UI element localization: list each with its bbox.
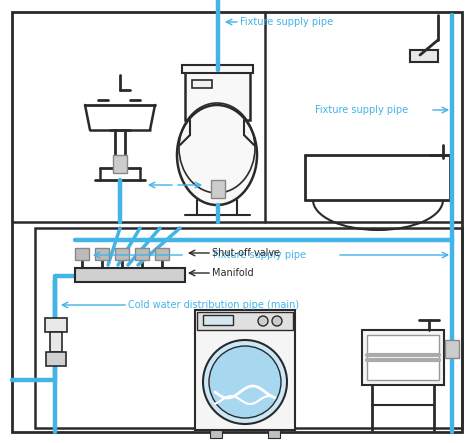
Bar — [115, 248, 129, 260]
Bar — [197, 312, 293, 330]
Circle shape — [209, 346, 281, 418]
Bar — [211, 180, 225, 198]
Bar — [362, 330, 444, 385]
Circle shape — [258, 316, 268, 326]
Bar — [135, 248, 149, 260]
Text: Shut-off valve: Shut-off valve — [212, 248, 280, 258]
Bar — [367, 335, 439, 380]
Bar — [113, 155, 127, 173]
Bar — [45, 318, 67, 332]
Text: Cold water distribution pipe (main): Cold water distribution pipe (main) — [128, 300, 299, 310]
Text: Fixture supply pipe: Fixture supply pipe — [213, 250, 307, 260]
Bar — [95, 248, 109, 260]
Bar — [75, 248, 89, 260]
Bar — [445, 340, 459, 358]
Bar — [155, 248, 169, 260]
Bar — [192, 80, 212, 88]
Bar — [182, 65, 253, 73]
Text: Fixture supply pipe: Fixture supply pipe — [315, 105, 408, 115]
Text: Manifold: Manifold — [212, 268, 254, 278]
Bar — [203, 315, 233, 325]
Bar — [210, 430, 222, 438]
Ellipse shape — [177, 105, 257, 205]
Bar — [195, 310, 295, 430]
Circle shape — [272, 316, 282, 326]
Bar — [46, 352, 66, 366]
Circle shape — [203, 340, 287, 424]
Bar — [75, 268, 185, 282]
Bar — [268, 430, 280, 438]
Bar — [410, 50, 438, 62]
Bar — [50, 332, 62, 352]
Text: Fixture supply pipe: Fixture supply pipe — [240, 17, 333, 27]
Bar — [185, 70, 250, 120]
Bar — [35, 228, 462, 428]
